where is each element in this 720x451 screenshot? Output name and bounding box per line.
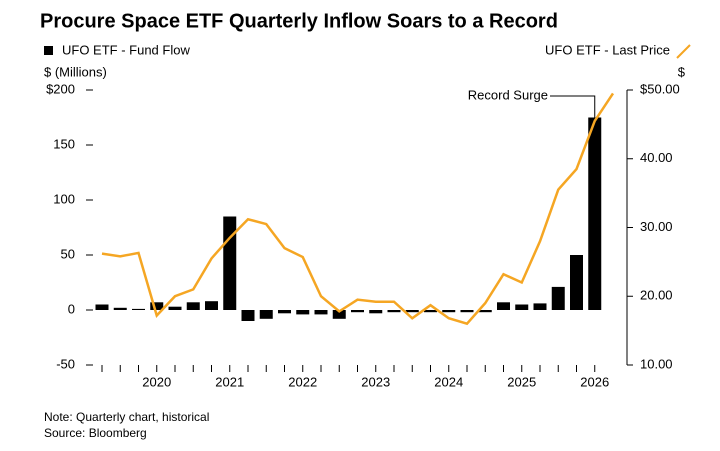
y-tick-label: $200 xyxy=(46,81,75,96)
y2-tick-label: $50.00 xyxy=(640,81,680,96)
bar xyxy=(186,302,200,310)
bar xyxy=(278,310,291,314)
x-tick-label: 2022 xyxy=(288,374,317,389)
x-tick-label: 2026 xyxy=(580,374,609,389)
note: Note: Quarterly chart, historical xyxy=(44,410,209,424)
legend-swatch xyxy=(44,46,53,55)
price-line xyxy=(101,92,615,326)
bar xyxy=(332,310,346,319)
y2-axis-label: $ xyxy=(678,64,686,79)
y-tick-label: 100 xyxy=(53,191,75,206)
y-tick-label: 50 xyxy=(61,246,75,261)
bar xyxy=(296,310,310,315)
bar xyxy=(132,308,145,310)
chart-title: Procure Space ETF Quarterly Inflow Soars… xyxy=(40,10,558,32)
legend-label: UFO ETF - Last Price xyxy=(545,42,670,57)
bar xyxy=(478,310,492,313)
bar xyxy=(113,307,127,310)
bar xyxy=(205,301,218,310)
bar xyxy=(588,117,602,310)
bar xyxy=(497,302,510,310)
bar xyxy=(95,304,109,310)
y-tick-label: 150 xyxy=(53,136,75,151)
bar xyxy=(551,286,565,310)
bar xyxy=(570,255,583,310)
y2-tick-label: 20.00 xyxy=(640,288,673,303)
bar xyxy=(369,310,383,314)
bar xyxy=(533,303,547,310)
bar xyxy=(442,310,456,313)
bar xyxy=(387,310,401,313)
bar xyxy=(314,310,328,315)
y2-tick-label: 10.00 xyxy=(640,356,673,371)
legend-swatch xyxy=(676,44,691,59)
bar xyxy=(241,310,255,321)
y-tick-label: 0 xyxy=(68,301,75,316)
annotation: Record Surge xyxy=(468,87,548,102)
y-tick-label: -50 xyxy=(56,356,75,371)
bar xyxy=(259,310,273,319)
bar xyxy=(351,310,364,313)
bar xyxy=(150,302,164,310)
x-tick-label: 2025 xyxy=(507,374,536,389)
bar xyxy=(223,216,237,310)
x-tick-label: 2023 xyxy=(361,374,390,389)
x-tick-label: 2021 xyxy=(215,374,244,389)
source: Source: Bloomberg xyxy=(44,426,147,440)
x-tick-label: 2024 xyxy=(434,374,463,389)
bar xyxy=(168,306,182,310)
bar xyxy=(460,310,474,313)
bar xyxy=(405,310,419,313)
legend-label: UFO ETF - Fund Flow xyxy=(62,42,190,57)
bar xyxy=(515,304,529,310)
y2-tick-label: 40.00 xyxy=(640,150,673,165)
bar xyxy=(424,310,437,313)
y2-tick-label: 30.00 xyxy=(640,219,673,234)
y-axis-label: $ (Millions) xyxy=(44,64,107,79)
annotation-leader xyxy=(550,95,596,118)
x-tick-label: 2020 xyxy=(142,374,171,389)
